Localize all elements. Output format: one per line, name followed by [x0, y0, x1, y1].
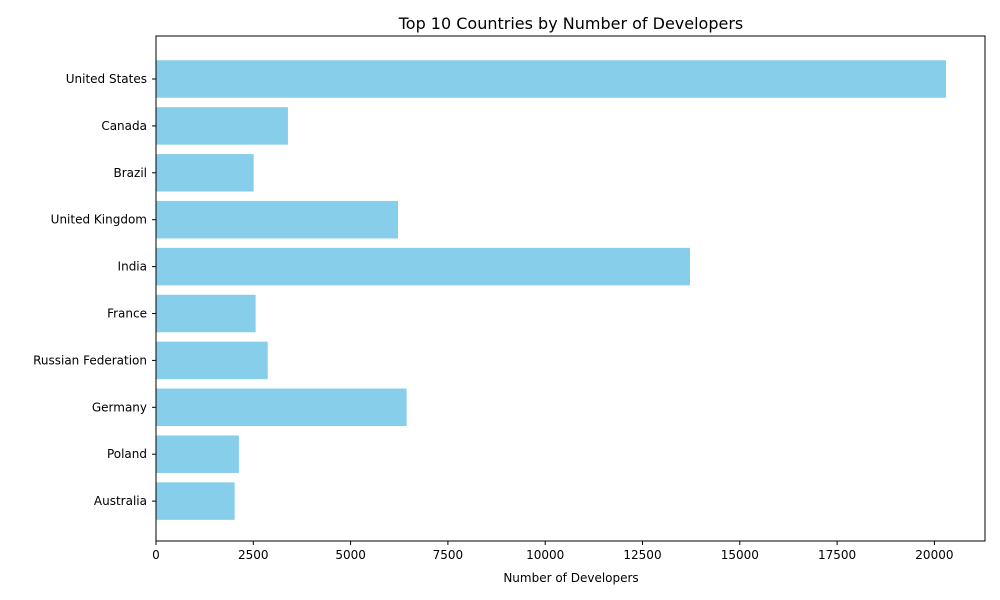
- bar-germany: [156, 388, 407, 427]
- bar-brazil: [156, 154, 254, 192]
- bar-poland: [156, 435, 239, 473]
- y-tick-label: Brazil: [114, 166, 148, 180]
- bar-india: [156, 247, 690, 286]
- x-axis-ticks: 0 2500 5000 7500 10000 12500 15000 17500 20000: [152, 541, 953, 562]
- x-tick-label: 5000: [335, 548, 366, 562]
- bar-united-kingdom: [156, 200, 399, 239]
- x-tick-label: 10000: [526, 548, 564, 562]
- bar-russian-federation: [156, 341, 268, 380]
- bars-group: [156, 60, 947, 520]
- bar-canada: [156, 107, 288, 145]
- y-tick-label: India: [118, 260, 147, 274]
- x-tick-label: 2500: [238, 548, 269, 562]
- y-tick-label: United States: [66, 72, 147, 86]
- bar-france: [156, 294, 256, 333]
- x-tick-label: 7500: [433, 548, 464, 562]
- x-axis-label: Number of Developers: [503, 571, 638, 585]
- y-tick-label: France: [107, 307, 147, 321]
- y-tick-label: Germany: [92, 400, 147, 414]
- x-tick-label: 17500: [818, 548, 856, 562]
- plot-frame: [155, 35, 986, 542]
- x-tick-label: 0: [152, 548, 160, 562]
- y-tick-label: Canada: [101, 119, 147, 133]
- bar-australia: [156, 482, 235, 520]
- y-tick-label: Russian Federation: [33, 353, 147, 367]
- y-tick-label: United Kingdom: [51, 213, 147, 227]
- x-tick-label: 20000: [915, 548, 953, 562]
- y-axis-ticks: United States Canada Brazil United Kingdom I…: [33, 72, 156, 508]
- bar-united-states: [156, 60, 947, 98]
- y-tick-label: Poland: [107, 447, 147, 461]
- x-tick-label: 12500: [623, 548, 661, 562]
- chart-title: Top 10 Countries by Number of Developers: [398, 14, 744, 33]
- y-tick-label: Australia: [94, 494, 147, 508]
- x-tick-label: 15000: [721, 548, 759, 562]
